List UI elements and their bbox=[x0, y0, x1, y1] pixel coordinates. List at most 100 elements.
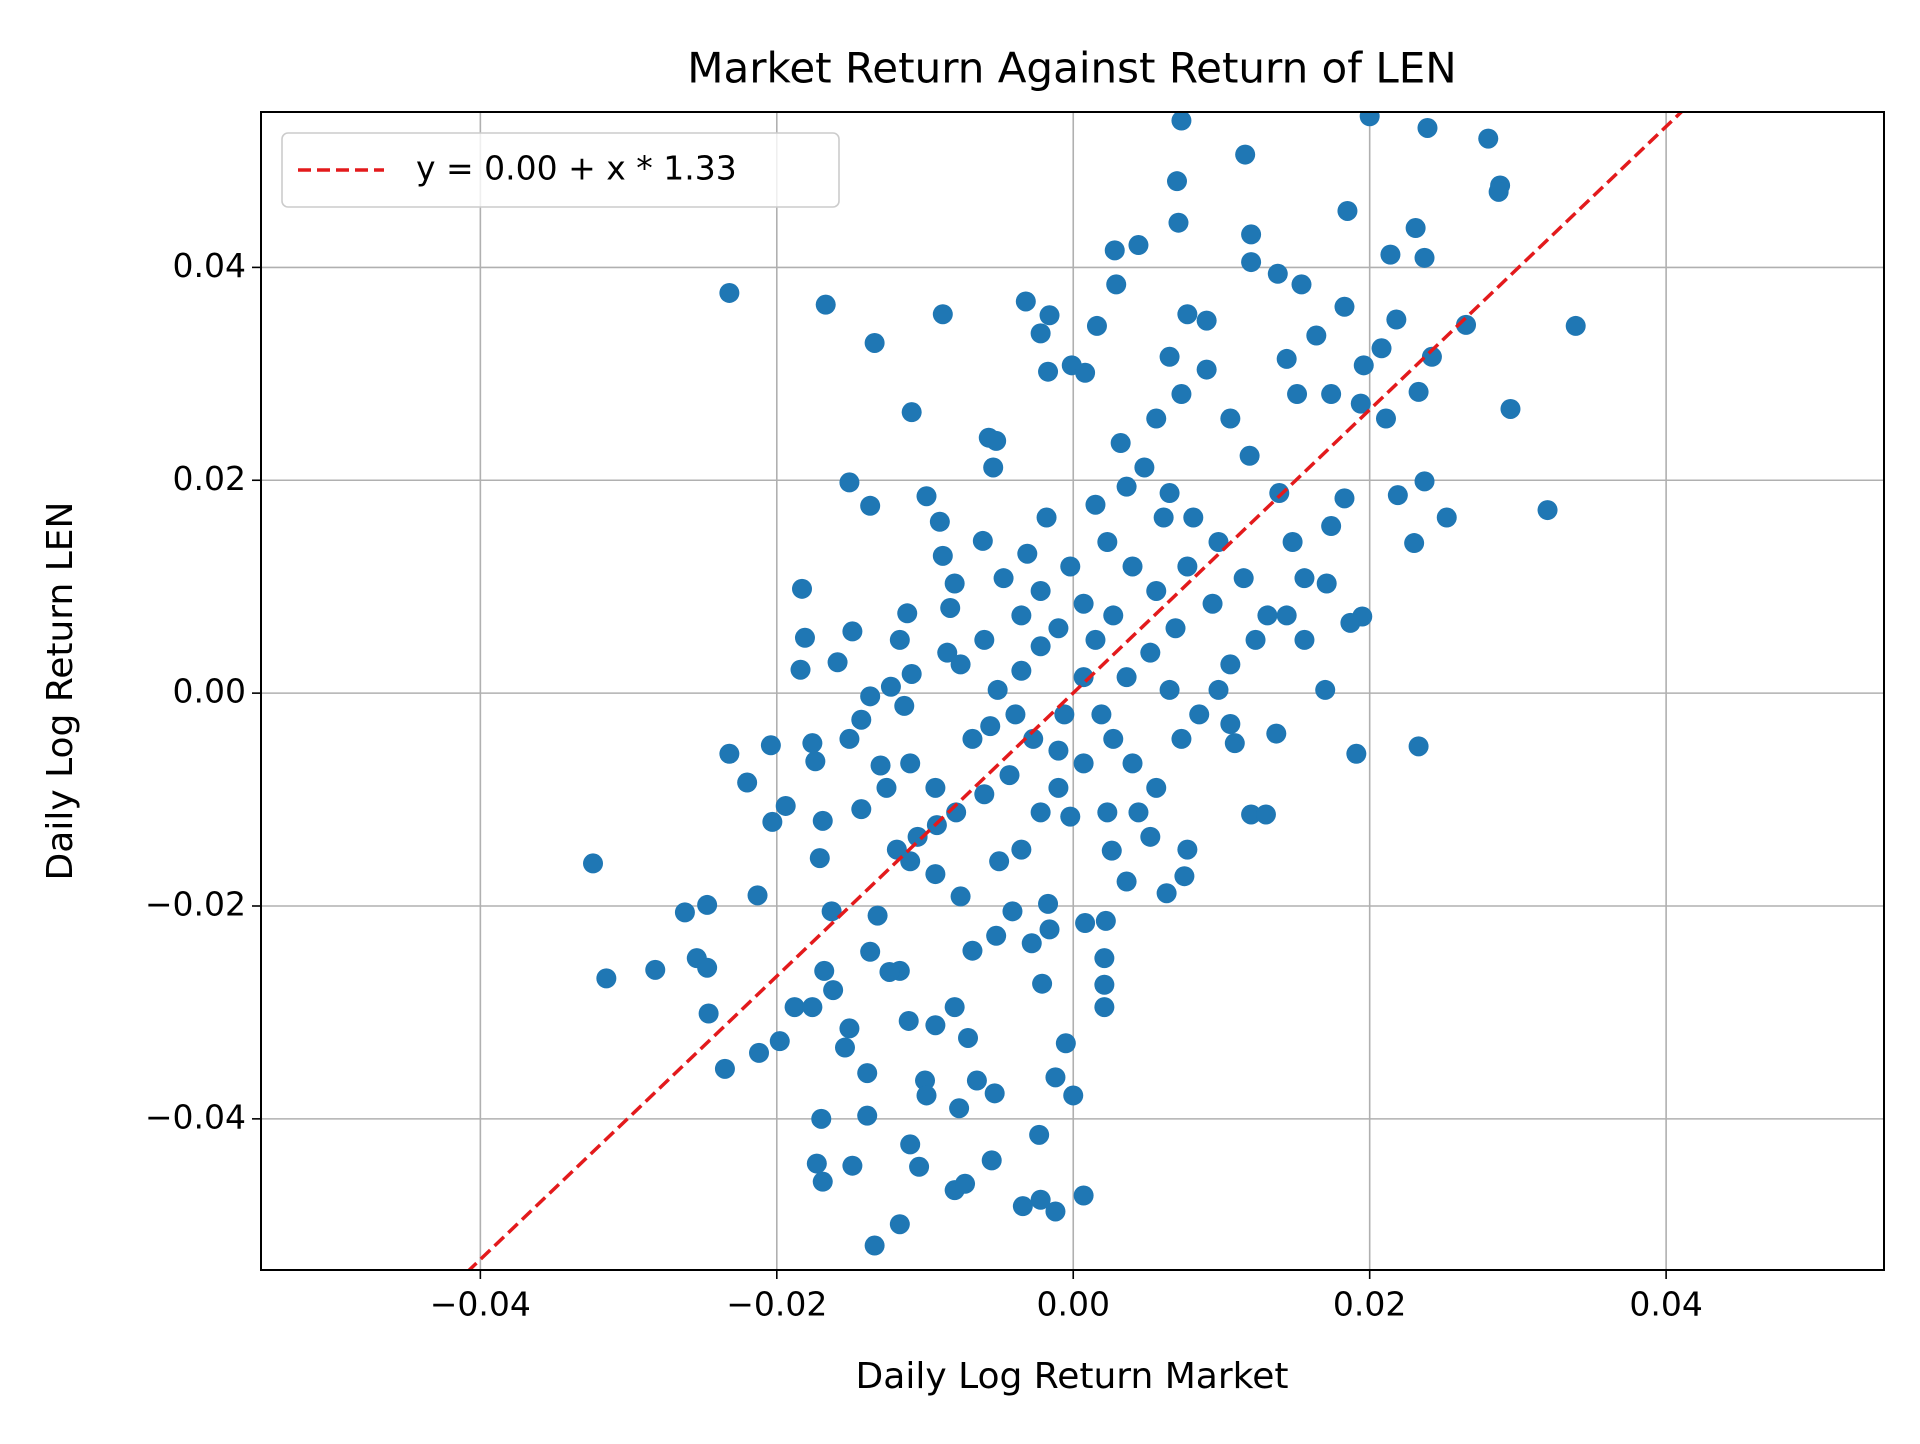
scatter-point bbox=[901, 402, 922, 423]
scatter-point bbox=[1417, 117, 1438, 138]
scatter-point bbox=[834, 1037, 855, 1058]
scatter-point bbox=[1075, 913, 1096, 934]
scatter-point bbox=[901, 663, 922, 684]
scatter-point bbox=[1177, 556, 1198, 577]
scatter-point bbox=[986, 925, 1007, 946]
scatter-point bbox=[1146, 777, 1167, 798]
scatter-point bbox=[1266, 723, 1287, 744]
scatter-point bbox=[1267, 263, 1288, 284]
scatter-point bbox=[1359, 112, 1380, 127]
scatter-point bbox=[999, 765, 1020, 786]
scatter-point bbox=[1257, 605, 1278, 626]
scatter-point bbox=[1146, 408, 1167, 429]
scatter-point bbox=[1177, 839, 1198, 860]
scatter-point bbox=[1500, 398, 1521, 419]
scatter-point bbox=[958, 1027, 979, 1048]
scatter-point bbox=[1104, 240, 1125, 261]
scatter-point bbox=[907, 826, 928, 847]
scatter-point bbox=[909, 1156, 930, 1177]
scatter-point bbox=[714, 1058, 735, 1079]
scatter-point bbox=[1174, 866, 1195, 887]
scatter-point bbox=[1140, 642, 1161, 663]
scatter-point bbox=[860, 686, 881, 707]
scatter-point bbox=[1224, 733, 1245, 754]
grid bbox=[261, 112, 1884, 1270]
scatter-point bbox=[1039, 919, 1060, 940]
scatter-point bbox=[1414, 471, 1435, 492]
scatter-point bbox=[1011, 839, 1032, 860]
scatter-point bbox=[760, 735, 781, 756]
scatter-point bbox=[1346, 743, 1367, 764]
scatter-point bbox=[1146, 580, 1167, 601]
scatter-point bbox=[1405, 218, 1426, 239]
scatter-point bbox=[1015, 291, 1036, 312]
scatter-point bbox=[697, 957, 718, 978]
scatter-point bbox=[1030, 1189, 1051, 1210]
scatter-point bbox=[1386, 309, 1407, 330]
scatter-point bbox=[993, 568, 1014, 589]
scatter-point bbox=[1488, 181, 1509, 202]
scatter-point bbox=[1196, 359, 1217, 380]
scatter-point bbox=[925, 777, 946, 798]
scatter-point bbox=[1091, 704, 1112, 725]
scatter-point bbox=[860, 495, 881, 516]
scatter-point bbox=[1196, 310, 1217, 331]
scatter-point bbox=[747, 885, 768, 906]
scatter-point bbox=[1565, 315, 1586, 336]
scatter-point bbox=[1282, 531, 1303, 552]
scatter-point bbox=[1239, 445, 1260, 466]
y-tick-label: 0.00 bbox=[173, 672, 246, 711]
x-tick-label: −0.02 bbox=[726, 1285, 827, 1324]
scatter-point bbox=[1350, 393, 1371, 414]
scatter-point bbox=[815, 294, 836, 315]
scatter-point bbox=[1168, 212, 1189, 233]
scatter-point bbox=[1103, 605, 1124, 626]
scatter-point bbox=[784, 997, 805, 1018]
x-tick-label: 0.02 bbox=[1333, 1285, 1406, 1324]
scatter-point bbox=[1321, 384, 1342, 405]
scatter-point bbox=[1171, 112, 1192, 131]
scatter-point bbox=[944, 997, 965, 1018]
scatter-point bbox=[1063, 1085, 1084, 1106]
scatter-point bbox=[1306, 325, 1327, 346]
scatter-point bbox=[719, 743, 740, 764]
scatter-point bbox=[876, 777, 897, 798]
scatter-point bbox=[1156, 883, 1177, 904]
scatter-point bbox=[1408, 381, 1429, 402]
scatter-point bbox=[812, 1171, 833, 1192]
x-tick-label: 0.04 bbox=[1629, 1285, 1702, 1324]
scatter-point bbox=[1075, 362, 1096, 383]
scatter-point bbox=[1021, 933, 1042, 954]
scatter-point bbox=[1241, 804, 1262, 825]
scatter-point bbox=[1202, 593, 1223, 614]
scatter-point bbox=[898, 1010, 919, 1031]
legend-box bbox=[281, 132, 840, 208]
scatter-point bbox=[966, 1070, 987, 1091]
scatter-point bbox=[842, 621, 863, 642]
scatter-point bbox=[645, 959, 666, 980]
scatter-point bbox=[1116, 667, 1137, 688]
axes: −0.04 −0.02 0.00 0.02 0.04 −0.04 −0.02 0.00 0.02… bbox=[145, 246, 1703, 1324]
scatter-point bbox=[1128, 235, 1149, 256]
scatter-point bbox=[1340, 612, 1361, 633]
scatter-point bbox=[1220, 654, 1241, 675]
scatter-point bbox=[940, 597, 961, 618]
scatter-point bbox=[1054, 704, 1075, 725]
scatter-point bbox=[889, 629, 910, 650]
scatter-point bbox=[1097, 802, 1118, 823]
scatter-point bbox=[944, 573, 965, 594]
legend: y = 0.00 + x * 1.33 bbox=[281, 132, 840, 208]
scatter-point bbox=[1235, 144, 1256, 165]
scatter-point bbox=[932, 545, 953, 566]
y-tick-label: −0.04 bbox=[145, 1097, 246, 1136]
scatter-point bbox=[769, 1031, 790, 1052]
scatter-point bbox=[1414, 247, 1435, 268]
chart-title: Market Return Against Return of LEN bbox=[687, 44, 1456, 93]
scatter-point bbox=[839, 728, 860, 749]
scatter-point bbox=[1337, 200, 1358, 221]
scatter-point bbox=[1122, 556, 1143, 577]
plot-area bbox=[466, 112, 1684, 1270]
scatter-point bbox=[1380, 244, 1401, 265]
